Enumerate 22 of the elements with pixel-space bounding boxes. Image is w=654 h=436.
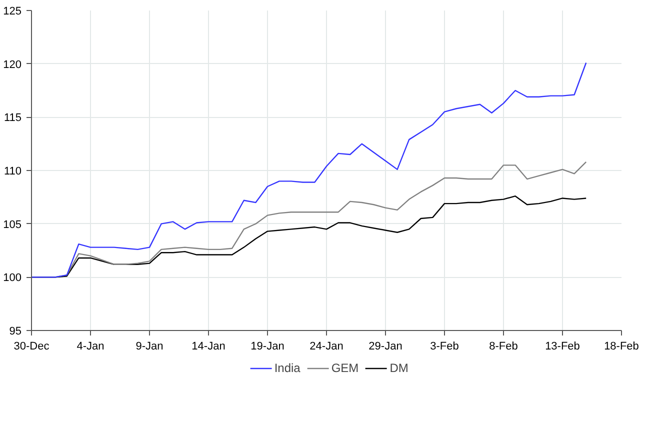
y-tick-label: 95 [9,326,22,338]
y-tick-label: 110 [4,166,22,178]
x-tick-label: 14-Jan [192,340,226,352]
x-tick-label: 3-Feb [430,340,459,352]
x-tick-label: 19-Jan [250,340,284,352]
x-tick-label: 9-Jan [136,340,164,352]
y-tick-label: 100 [3,272,22,284]
x-tick-label: 30-Dec [14,340,50,352]
y-tick-label: 125 [3,6,22,18]
y-tick-label: 115 [4,112,22,124]
legend-label: GEM [331,361,359,375]
y-tick-label: 120 [3,58,22,71]
x-tick-label: 13-Feb [545,340,580,352]
legend-label: India [274,361,300,375]
line-series [32,62,587,278]
y-tick-label: 105 [3,218,22,231]
x-tick-label: 29-Jan [368,340,402,352]
x-tick-label: 18-Feb [604,340,639,352]
x-tick-label: 4-Jan [76,340,104,352]
legend-label: DM [390,361,410,375]
x-tick-label: 24-Jan [310,340,344,352]
x-tick-label: 8-Feb [489,340,518,352]
